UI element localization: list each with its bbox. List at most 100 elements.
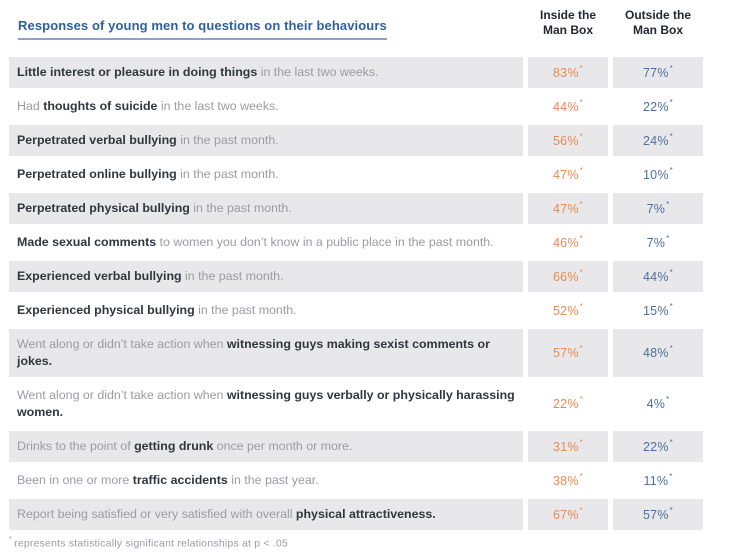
percent-value: 66%	[553, 269, 579, 284]
table-row: Experienced verbal bullying in the past …	[9, 261, 703, 292]
inside-man-box-value: 22% *	[528, 380, 608, 428]
significance-asterisk: *	[579, 471, 583, 481]
table-row: Drinks to the point of getting drunk onc…	[9, 431, 703, 462]
significance-asterisk: *	[579, 199, 583, 209]
significance-asterisk: *	[579, 165, 583, 175]
outside-man-box-value: 57% *	[613, 499, 703, 530]
outside-man-box-value: 24% *	[613, 125, 703, 156]
significance-asterisk: *	[579, 437, 583, 447]
row-question-text: Perpetrated verbal bullying in the past …	[17, 133, 279, 147]
percent-value: 48%	[643, 346, 669, 360]
row-question-text: Experienced verbal bullying in the past …	[17, 269, 284, 283]
significance-asterisk: *	[579, 395, 583, 404]
row-question: Perpetrated online bullying in the past …	[9, 159, 523, 190]
table-body: Little interest or pleasure in doing thi…	[9, 57, 703, 530]
percent-value: 10%	[643, 167, 669, 182]
significance-footnote: * represents statistically significant re…	[9, 534, 703, 550]
percent-value: 38%	[553, 473, 579, 488]
row-question: Perpetrated verbal bullying in the past …	[9, 125, 523, 156]
row-question-text: Had thoughts of suicide in the last two …	[17, 99, 279, 113]
outside-man-box-value: 77% *	[613, 57, 703, 88]
table-header: Responses of young men to questions on t…	[9, 8, 703, 42]
table-row: Been in one or more traffic accidents in…	[9, 465, 703, 496]
significance-asterisk: *	[666, 233, 670, 243]
row-question-text: Perpetrated physical bullying in the pas…	[17, 201, 292, 215]
table-row: Went along or didn’t take action when wi…	[9, 329, 703, 377]
significance-asterisk: *	[669, 267, 673, 277]
percent-value: 31%	[553, 439, 579, 454]
inside-man-box-value: 31% *	[528, 431, 608, 462]
percent-value: 24%	[643, 133, 669, 148]
percent-value: 4%	[646, 397, 666, 411]
significance-asterisk: *	[579, 63, 583, 73]
table-title-link[interactable]: Responses of young men to questions on t…	[18, 18, 387, 40]
percent-value: 83%	[553, 65, 579, 80]
footnote-text: represents statistically significant rel…	[14, 537, 289, 550]
significance-asterisk: *	[669, 63, 673, 73]
row-question: Been in one or more traffic accidents in…	[9, 465, 523, 496]
percent-value: 11%	[643, 473, 669, 488]
significance-asterisk: *	[669, 301, 673, 311]
significance-asterisk: *	[669, 97, 673, 107]
significance-asterisk: *	[579, 233, 583, 243]
table-row: Perpetrated verbal bullying in the past …	[9, 125, 703, 156]
percent-value: 44%	[553, 99, 579, 114]
percent-value: 56%	[553, 133, 579, 148]
significance-asterisk: *	[579, 97, 583, 107]
table-row: Little interest or pleasure in doing thi…	[9, 57, 703, 88]
row-question-text: Report being satisfied or very satisfied…	[17, 507, 436, 521]
significance-asterisk: *	[669, 344, 673, 353]
inside-man-box-value: 52% *	[528, 295, 608, 326]
significance-asterisk: *	[579, 344, 583, 353]
inside-man-box-value: 57% *	[528, 329, 608, 377]
significance-asterisk: *	[669, 131, 673, 141]
significance-asterisk: *	[669, 165, 673, 175]
inside-man-box-value: 46% *	[528, 227, 608, 258]
row-question-text: Went along or didn’t take action when wi…	[17, 388, 515, 419]
percent-value: 47%	[553, 167, 579, 182]
outside-man-box-value: 7% *	[613, 227, 703, 258]
row-question-text: Little interest or pleasure in doing thi…	[17, 65, 379, 79]
row-question: Went along or didn’t take action when wi…	[9, 329, 523, 377]
row-question: Report being satisfied or very satisfied…	[9, 499, 523, 530]
percent-value: 7%	[646, 235, 666, 250]
significance-asterisk: *	[669, 437, 673, 447]
percent-value: 22%	[643, 439, 669, 454]
row-question: Experienced physical bullying in the pas…	[9, 295, 523, 326]
inside-man-box-value: 47% *	[528, 159, 608, 190]
percent-value: 67%	[553, 507, 579, 522]
percent-value: 44%	[643, 269, 669, 284]
outside-man-box-value: 4% *	[613, 380, 703, 428]
significance-asterisk: *	[579, 301, 583, 311]
significance-asterisk: *	[669, 505, 673, 515]
percent-value: 57%	[553, 346, 579, 360]
outside-man-box-value: 22% *	[613, 431, 703, 462]
percent-value: 15%	[643, 303, 669, 318]
significance-asterisk: *	[579, 267, 583, 277]
row-question: Went along or didn’t take action when wi…	[9, 380, 523, 428]
footnote-asterisk: *	[9, 534, 13, 543]
table-row: Perpetrated online bullying in the past …	[9, 159, 703, 190]
significance-asterisk: *	[669, 471, 673, 481]
percent-value: 47%	[553, 201, 579, 216]
table-row: Had thoughts of suicide in the last two …	[9, 91, 703, 122]
outside-man-box-value: 7% *	[613, 193, 703, 224]
inside-man-box-value: 56% *	[528, 125, 608, 156]
row-question-text: Made sexual comments to women you don’t …	[17, 235, 494, 249]
significance-asterisk: *	[579, 505, 583, 515]
percent-value: 52%	[553, 303, 579, 318]
outside-man-box-value: 15% *	[613, 295, 703, 326]
inside-man-box-value: 38% *	[528, 465, 608, 496]
inside-man-box-value: 44% *	[528, 91, 608, 122]
row-question: Had thoughts of suicide in the last two …	[9, 91, 523, 122]
row-question-text: Been in one or more traffic accidents in…	[17, 473, 319, 487]
row-question-text: Experienced physical bullying in the pas…	[17, 303, 297, 317]
row-question-text: Perpetrated online bullying in the past …	[17, 167, 279, 181]
outside-man-box-value: 22% *	[613, 91, 703, 122]
percent-value: 77%	[643, 65, 669, 80]
row-question-text: Went along or didn’t take action when wi…	[17, 337, 490, 368]
row-question: Experienced verbal bullying in the past …	[9, 261, 523, 292]
inside-man-box-value: 47% *	[528, 193, 608, 224]
row-question-text: Drinks to the point of getting drunk onc…	[17, 439, 353, 453]
